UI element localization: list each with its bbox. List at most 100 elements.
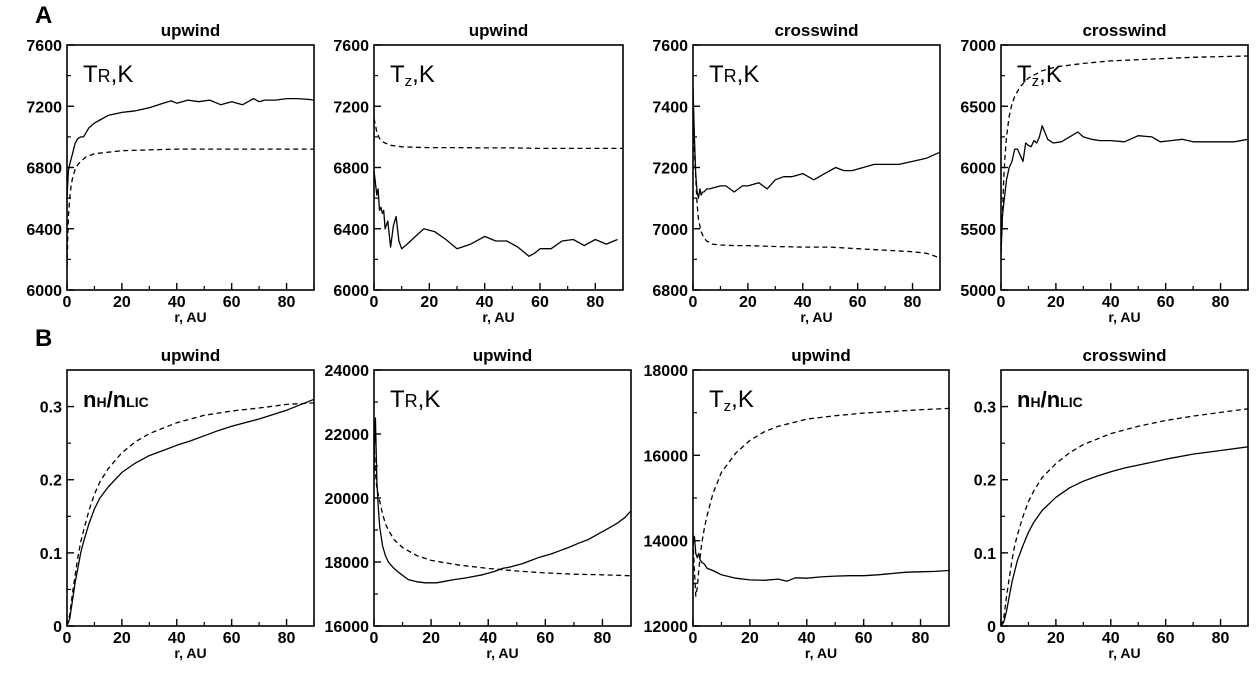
chart-panel-7: upwind 12000 14000 16000 18000 0 20 40 60 80 r, AU… — [644, 346, 950, 661]
inset-label-part: T — [83, 61, 98, 88]
x-tick-label: 20 — [420, 294, 438, 311]
y-tick-label: 0.2 — [974, 473, 996, 490]
x-tick-label: 40 — [476, 294, 494, 311]
x-tick-label: 20 — [741, 630, 759, 647]
x-tick-label: 0 — [370, 630, 379, 647]
x-tick-label: 60 — [223, 294, 241, 311]
y-tick-label: 7600 — [333, 38, 369, 55]
y-tick-label: 6000 — [333, 283, 369, 300]
x-tick-label: 40 — [794, 294, 812, 311]
inset-label-part: R — [98, 66, 111, 86]
y-tick-label: 7400 — [652, 99, 688, 116]
y-tick-label: 0 — [987, 619, 996, 636]
row-label-a: A — [35, 2, 53, 29]
y-tick-label: 24000 — [325, 363, 370, 380]
y-tick-label: 7200 — [333, 99, 369, 116]
y-tick-label: 12000 — [644, 619, 689, 636]
chart-title: upwind — [161, 21, 220, 40]
inset-label-part: n — [1017, 387, 1030, 412]
x-tick-label: 60 — [531, 294, 549, 311]
inset-label: TR,K — [390, 386, 440, 413]
x-tick-label: 60 — [849, 294, 867, 311]
y-tick-label: 0.3 — [974, 400, 996, 417]
y-tick-label: 6800 — [333, 161, 369, 178]
series-line-solid — [374, 170, 618, 257]
x-tick-label: 0 — [997, 630, 1006, 647]
inset-label-part: T — [709, 61, 724, 88]
y-tick-label: 6000 — [26, 283, 62, 300]
series-line-dashed — [1001, 55, 1248, 254]
series-line-solid — [67, 398, 314, 626]
y-tick-label: 7000 — [652, 222, 688, 239]
series-line-solid — [693, 535, 949, 582]
row-label-b: B — [35, 325, 53, 352]
y-tick-label: 6800 — [652, 283, 688, 300]
y-tick-label: 20000 — [325, 491, 370, 508]
series-line-dashed — [693, 407, 949, 597]
inset-label-part: ,K — [731, 386, 754, 413]
plot-frame — [1000, 369, 1249, 627]
series-line-dashed — [1001, 408, 1248, 626]
inset-label: TR,K — [83, 61, 133, 88]
x-axis-label: r, AU — [1108, 645, 1140, 661]
inset-label-part: R — [724, 66, 737, 86]
x-tick-label: 0 — [689, 630, 698, 647]
chart-title: upwind — [161, 346, 220, 365]
y-tick-label: 18000 — [325, 555, 370, 572]
inset-label-part: ,K — [1039, 61, 1062, 88]
x-tick-label: 80 — [912, 630, 930, 647]
inset-label-part: LIC — [126, 394, 149, 410]
inset-label-part: z — [724, 398, 732, 415]
x-tick-label: 60 — [1157, 294, 1175, 311]
y-tick-label: 14000 — [644, 534, 689, 551]
y-tick-label: 18000 — [644, 363, 689, 380]
inset-label-part: T — [1017, 61, 1032, 88]
y-tick-label: 6400 — [26, 222, 62, 239]
x-axis-label: r, AU — [486, 645, 518, 661]
y-tick-label: 16000 — [325, 619, 370, 636]
series-line-solid — [1001, 446, 1248, 626]
series-line-dashed — [374, 118, 623, 150]
x-axis-label: r, AU — [174, 645, 206, 661]
x-tick-label: 60 — [223, 630, 241, 647]
inset-label: Tz,K — [390, 61, 435, 90]
inset-label-part: T — [390, 61, 405, 88]
y-tick-label: 7200 — [652, 161, 688, 178]
y-tick-label: 5500 — [960, 222, 996, 239]
chart-title: crosswind — [1082, 21, 1166, 40]
inset-label: TR,K — [709, 61, 759, 88]
y-tick-label: 0.1 — [40, 546, 62, 563]
x-axis-label: r, AU — [482, 309, 514, 325]
inset-label-part: ,K — [111, 61, 134, 88]
series-line-solid — [67, 97, 314, 199]
y-tick-label: 22000 — [325, 427, 370, 444]
inset-label-part: ,K — [737, 61, 760, 88]
x-tick-label: 60 — [855, 630, 873, 647]
x-tick-label: 40 — [1102, 294, 1120, 311]
inset-label-part: ,K — [412, 61, 435, 88]
x-axis-label: r, AU — [174, 309, 206, 325]
y-tick-label: 0.1 — [974, 546, 996, 563]
inset-label-part: LIC — [1060, 394, 1083, 410]
x-tick-label: 80 — [594, 630, 612, 647]
inset-label: Tz,K — [1017, 61, 1062, 90]
inset-label-part: T — [709, 386, 724, 413]
chart-panel-3: crosswind 6800 7000 7200 7400 7600 0 20 40 60 80 r,… — [652, 21, 941, 325]
x-tick-label: 80 — [904, 294, 922, 311]
x-tick-label: 80 — [278, 630, 296, 647]
chart-title: upwind — [791, 346, 850, 365]
inset-label-part: n — [83, 387, 96, 412]
y-tick-label: 0.3 — [40, 400, 62, 417]
x-tick-label: 20 — [422, 630, 440, 647]
inset-label: Tz,K — [709, 386, 754, 415]
x-tick-label: 40 — [479, 630, 497, 647]
y-tick-label: 7000 — [960, 38, 996, 55]
x-axis-label: r, AU — [805, 645, 837, 661]
series-line-solid — [693, 87, 940, 199]
inset-label-part: z — [1032, 73, 1040, 90]
series-line-dashed — [67, 402, 314, 626]
x-tick-label: 0 — [63, 630, 72, 647]
x-tick-label: 80 — [1212, 630, 1230, 647]
x-axis-label: r, AU — [800, 309, 832, 325]
x-tick-label: 80 — [278, 294, 296, 311]
